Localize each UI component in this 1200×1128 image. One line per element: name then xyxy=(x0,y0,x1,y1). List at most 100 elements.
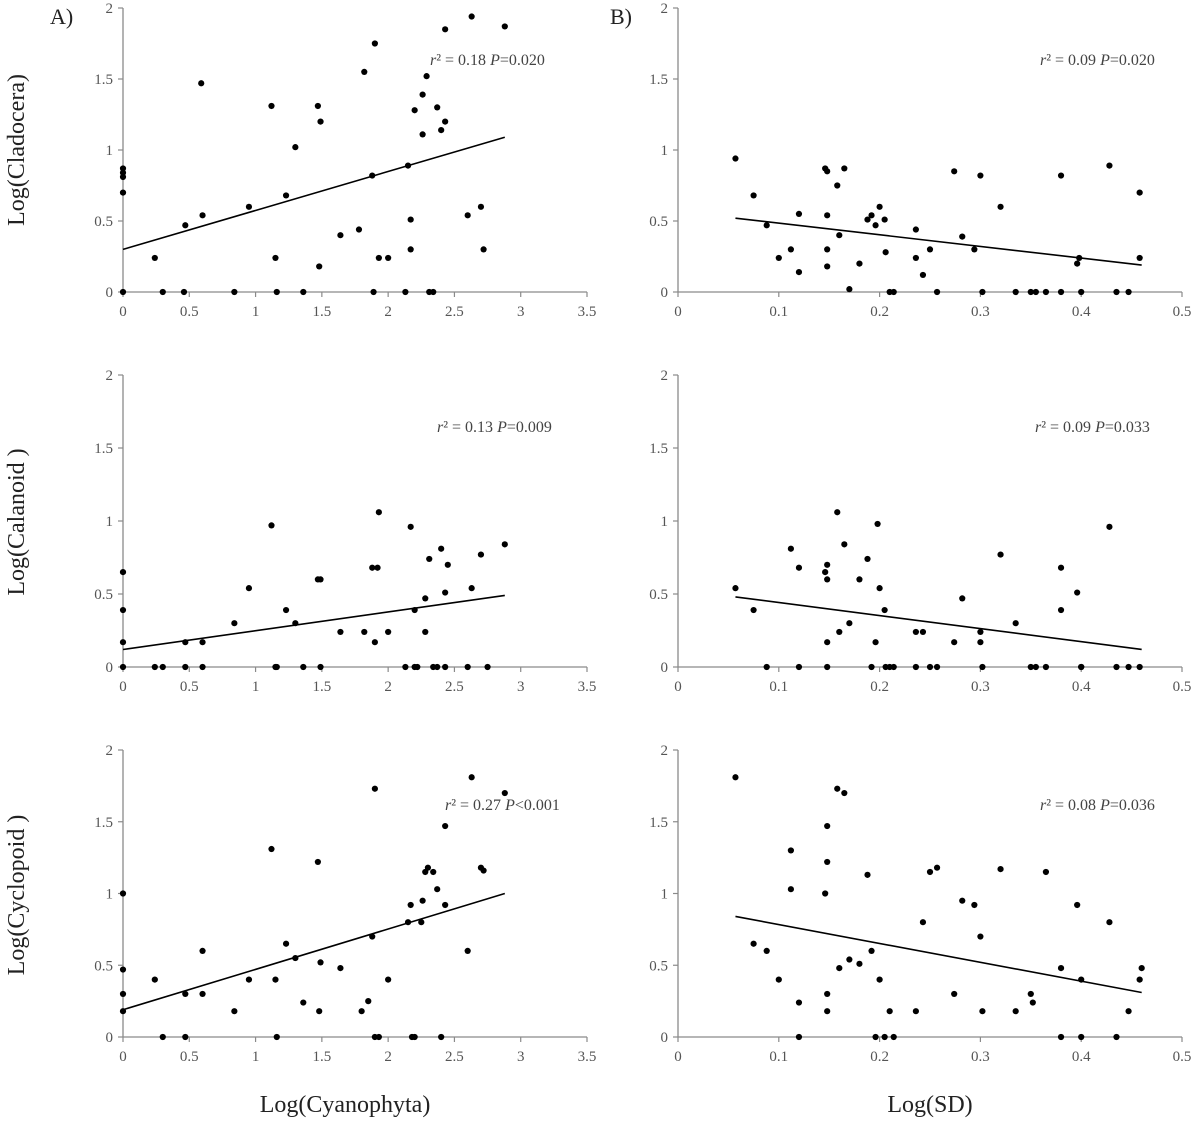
y-tick-label: 0.5 xyxy=(649,214,668,230)
x-tick-label: 0 xyxy=(119,679,127,695)
data-point xyxy=(119,189,127,196)
data-point xyxy=(841,541,848,548)
data-point xyxy=(763,663,770,671)
data-point xyxy=(337,232,344,239)
p-symbol: P xyxy=(1099,797,1110,814)
data-point xyxy=(199,663,206,671)
x-tick-label: 0.4 xyxy=(1072,304,1091,320)
data-point xyxy=(824,246,831,253)
data-point xyxy=(442,26,449,33)
data-point xyxy=(407,523,414,530)
data-point xyxy=(886,1008,893,1015)
data-point xyxy=(834,182,841,189)
data-point xyxy=(182,1033,189,1041)
data-point xyxy=(881,1033,888,1041)
data-point xyxy=(199,212,206,219)
data-point xyxy=(464,663,471,671)
p-value: =0.020 xyxy=(500,52,545,69)
data-point xyxy=(1136,976,1143,983)
data-point xyxy=(369,172,376,179)
data-point xyxy=(442,589,449,596)
data-point xyxy=(977,628,984,636)
p-symbol: P xyxy=(1094,419,1105,436)
x-tick-label: 0.5 xyxy=(1173,1049,1192,1065)
data-point xyxy=(404,919,412,926)
data-point xyxy=(872,222,879,229)
data-point xyxy=(836,232,843,239)
x-tick-label: 0.5 xyxy=(1173,304,1192,320)
r2-symbol: r xyxy=(445,797,452,814)
data-point xyxy=(750,192,757,199)
data-point xyxy=(1042,663,1050,671)
x-tick-label: 2 xyxy=(384,1049,392,1065)
data-point xyxy=(1113,663,1120,671)
data-point xyxy=(337,628,344,636)
data-point xyxy=(1057,606,1065,614)
data-point xyxy=(199,639,206,646)
x-tick-label: 0 xyxy=(119,1049,127,1065)
data-point xyxy=(434,104,441,111)
data-point xyxy=(444,561,451,568)
data-point xyxy=(317,118,324,125)
data-point xyxy=(282,192,290,199)
data-point xyxy=(1057,1033,1065,1041)
y-tick-label: 0 xyxy=(106,1030,114,1046)
data-point xyxy=(959,233,966,240)
data-point xyxy=(824,858,831,866)
data-point xyxy=(834,509,841,516)
data-point xyxy=(890,663,897,671)
data-point xyxy=(1078,976,1085,983)
data-point xyxy=(1012,288,1019,296)
y-tick-label: 1 xyxy=(661,143,669,159)
data-point xyxy=(468,13,475,20)
data-point xyxy=(997,203,1004,210)
data-point xyxy=(881,606,888,614)
y-tick-label: 1 xyxy=(106,143,114,159)
data-point xyxy=(438,545,445,552)
data-point xyxy=(979,288,986,296)
data-point xyxy=(418,919,425,926)
data-point xyxy=(402,288,409,296)
data-point xyxy=(824,639,831,646)
data-point xyxy=(182,663,189,671)
stats-annotation: r² = 0.18 P=0.020 xyxy=(430,52,545,69)
data-point xyxy=(501,23,508,30)
data-point xyxy=(787,545,794,552)
data-point xyxy=(371,40,378,47)
y-tick-label: 2 xyxy=(106,743,114,759)
data-point xyxy=(977,172,984,179)
data-point xyxy=(300,288,307,296)
y-tick-label: 0 xyxy=(661,285,669,301)
y-tick-label: 0.5 xyxy=(94,587,113,603)
data-point xyxy=(997,551,1004,558)
y-axis-label-cladocera: Log(Cladocera) xyxy=(4,74,30,226)
data-point xyxy=(385,254,392,262)
data-point xyxy=(933,663,941,671)
x-tick-label: 1 xyxy=(252,304,260,320)
trend-line xyxy=(735,596,1142,651)
data-point xyxy=(411,1033,418,1041)
data-point xyxy=(119,165,127,172)
y-tick-label: 0 xyxy=(106,285,114,301)
data-point xyxy=(1042,868,1050,876)
data-point xyxy=(385,976,392,983)
r2-value: ² = 0.09 xyxy=(1041,419,1095,436)
data-point xyxy=(477,203,485,210)
data-point xyxy=(159,1033,166,1041)
trend-line xyxy=(122,136,506,251)
data-point xyxy=(951,639,958,646)
p-symbol: P xyxy=(504,797,515,814)
data-point xyxy=(268,102,275,110)
data-point xyxy=(273,288,280,296)
y-tick-label: 1.5 xyxy=(94,815,113,831)
trend-line xyxy=(122,892,506,1011)
data-point xyxy=(1032,288,1039,296)
data-point xyxy=(245,976,253,983)
data-point xyxy=(890,1033,897,1041)
data-point xyxy=(1074,260,1081,267)
y-tick-label: 0.5 xyxy=(94,214,113,230)
data-point xyxy=(997,866,1004,873)
data-point xyxy=(951,168,958,175)
data-point xyxy=(317,959,324,966)
r2-value: ² = 0.13 xyxy=(443,419,497,436)
